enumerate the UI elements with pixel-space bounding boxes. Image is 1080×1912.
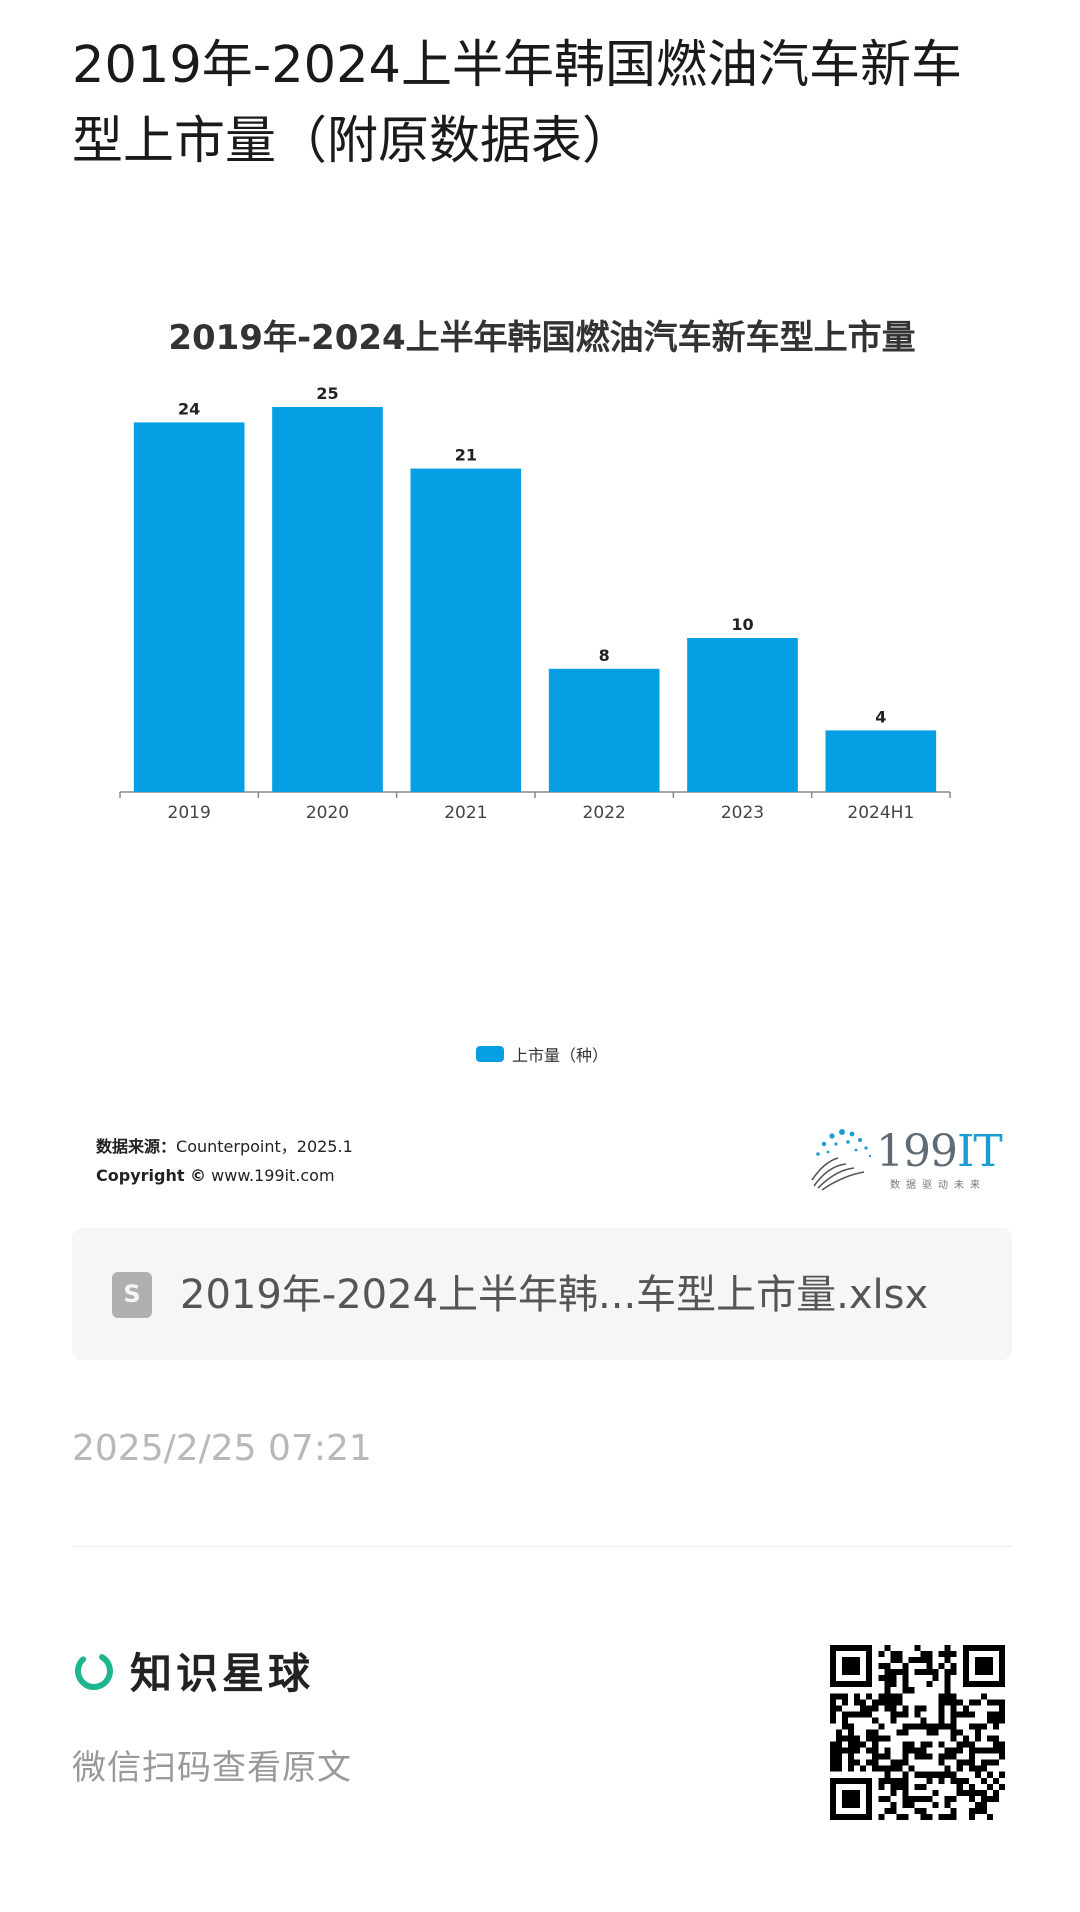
x-tick-label-2019: 2019 [168,803,211,823]
dandelion-icon [811,1129,872,1191]
source-block: 数据来源：Counterpoint，2025.1 Copyright © www… [96,1132,353,1190]
bar-2024H1 [825,730,937,792]
qr-code [830,1645,1005,1820]
chart-card: 2019年-2024上半年韩国燃油汽车新车型上市量 24 2019 25 2020 21… [72,280,1012,1200]
brand-subtitle: 微信扫码查看原文 [72,1748,352,1788]
bar-2019 [133,422,245,792]
source-label: 数据来源： [96,1137,177,1156]
legend-label: 上市量（种） [511,1046,608,1065]
attachment-file-name[interactable]: 2019年-2024上半年韩...车型上市量.xlsx [180,1272,929,1318]
data-label-2023: 10 [731,615,753,634]
data-label-2019: 24 [178,399,200,418]
bar-2022 [548,668,660,792]
logo-199it: 199IT 数据驱动未来 [808,1126,1004,1194]
bar-2021 [410,468,522,792]
legend-swatch [475,1046,504,1062]
chart-title: 2019年-2024上半年韩国燃油汽车新车型上市量 [168,318,916,358]
copyright-label: Copyright © [96,1166,207,1185]
post-timestamp: 2025/2/25 07:21 [72,1428,372,1469]
brand-row: 知识星球 [72,1640,314,1701]
data-label-2020: 25 [316,384,338,403]
source-line: 数据来源：Counterpoint，2025.1 [96,1132,353,1161]
data-label-2021: 21 [455,446,477,465]
zsxq-logo-icon [75,1651,113,1690]
copyright-value: www.199it.com [211,1166,335,1185]
x-tick-label-2024H1: 2024H1 [847,803,914,823]
bar-chart: 24 2019 25 2020 21 2021 8 2022 10 2023 4 2024H1 [119,384,951,823]
x-tick-label-2022: 2022 [583,803,626,823]
data-label-2022: 8 [599,646,610,665]
chart-legend: 上市量（种） [72,1042,1012,1066]
attachment-card[interactable]: S 2019年-2024上半年韩...车型上市量.xlsx [72,1228,1012,1360]
x-tick-label-2023: 2023 [721,803,764,823]
logo-text: 199IT [876,1126,1003,1177]
source-value: Counterpoint，2025.1 [176,1137,353,1156]
x-tick-label-2020: 2020 [306,803,349,823]
logo-slogan: 数据驱动未来 [890,1180,986,1191]
bar-2023 [687,638,798,792]
bar-2020 [272,407,383,792]
x-tick-label-2021: 2021 [444,803,487,823]
page-title: 2019年-2024上半年韩国燃油汽车新车型上市量（附原数据表） [72,36,962,171]
brand-name: 知识星球 [130,1649,315,1698]
data-label-2024H1: 4 [875,707,886,726]
copyright-line: Copyright © www.199it.com [96,1161,353,1190]
spreadsheet-file-icon: S [112,1272,152,1318]
divider [72,1546,1012,1547]
